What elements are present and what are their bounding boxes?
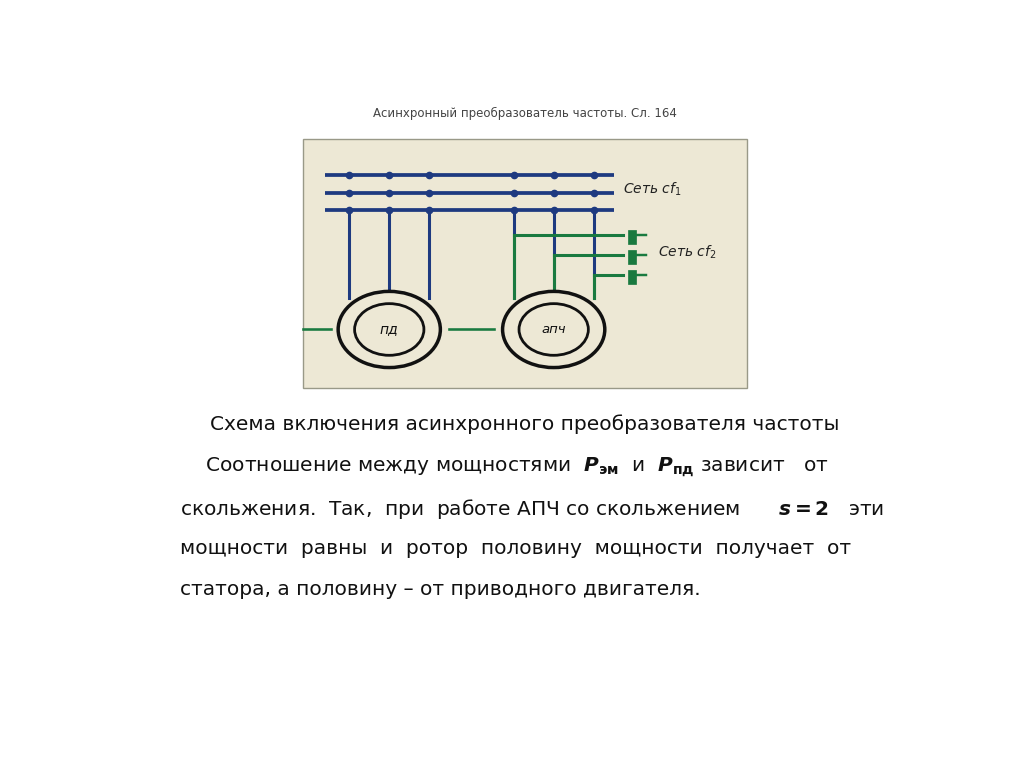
Text: скольжения.  Так,  при  работе АПЧ со скольжением      $\boldsymbol{s=2}$   эти: скольжения. Так, при работе АПЧ со сколь… [179,497,884,521]
Text: Асинхронный преобразователь частоты. Сл. 164: Асинхронный преобразователь частоты. Сл.… [373,107,677,120]
Text: Соотношение между мощностями  $\boldsymbol{P}_{\mathbf{эм}}$  и  $\boldsymbol{P}: Соотношение между мощностями $\boldsymbo… [179,456,828,479]
FancyBboxPatch shape [303,140,748,388]
FancyBboxPatch shape [628,250,636,263]
Text: апч: апч [542,323,566,336]
Circle shape [519,303,589,356]
FancyBboxPatch shape [628,270,636,283]
Circle shape [338,291,440,368]
Circle shape [354,303,424,356]
Text: статора, а половину – от приводного двигателя.: статора, а половину – от приводного двиг… [179,580,700,599]
Text: пд: пд [380,323,398,336]
Text: мощности  равны  и  ротор  половину  мощности  получает  от: мощности равны и ротор половину мощности… [179,538,851,558]
Text: Схема включения асинхронного преобразователя частоты: Схема включения асинхронного преобразова… [210,415,840,434]
Text: Сеть $cf_1$: Сеть $cf_1$ [623,180,681,198]
FancyBboxPatch shape [628,230,636,243]
Text: Сеть $cf_2$: Сеть $cf_2$ [658,243,717,261]
Circle shape [503,291,605,368]
